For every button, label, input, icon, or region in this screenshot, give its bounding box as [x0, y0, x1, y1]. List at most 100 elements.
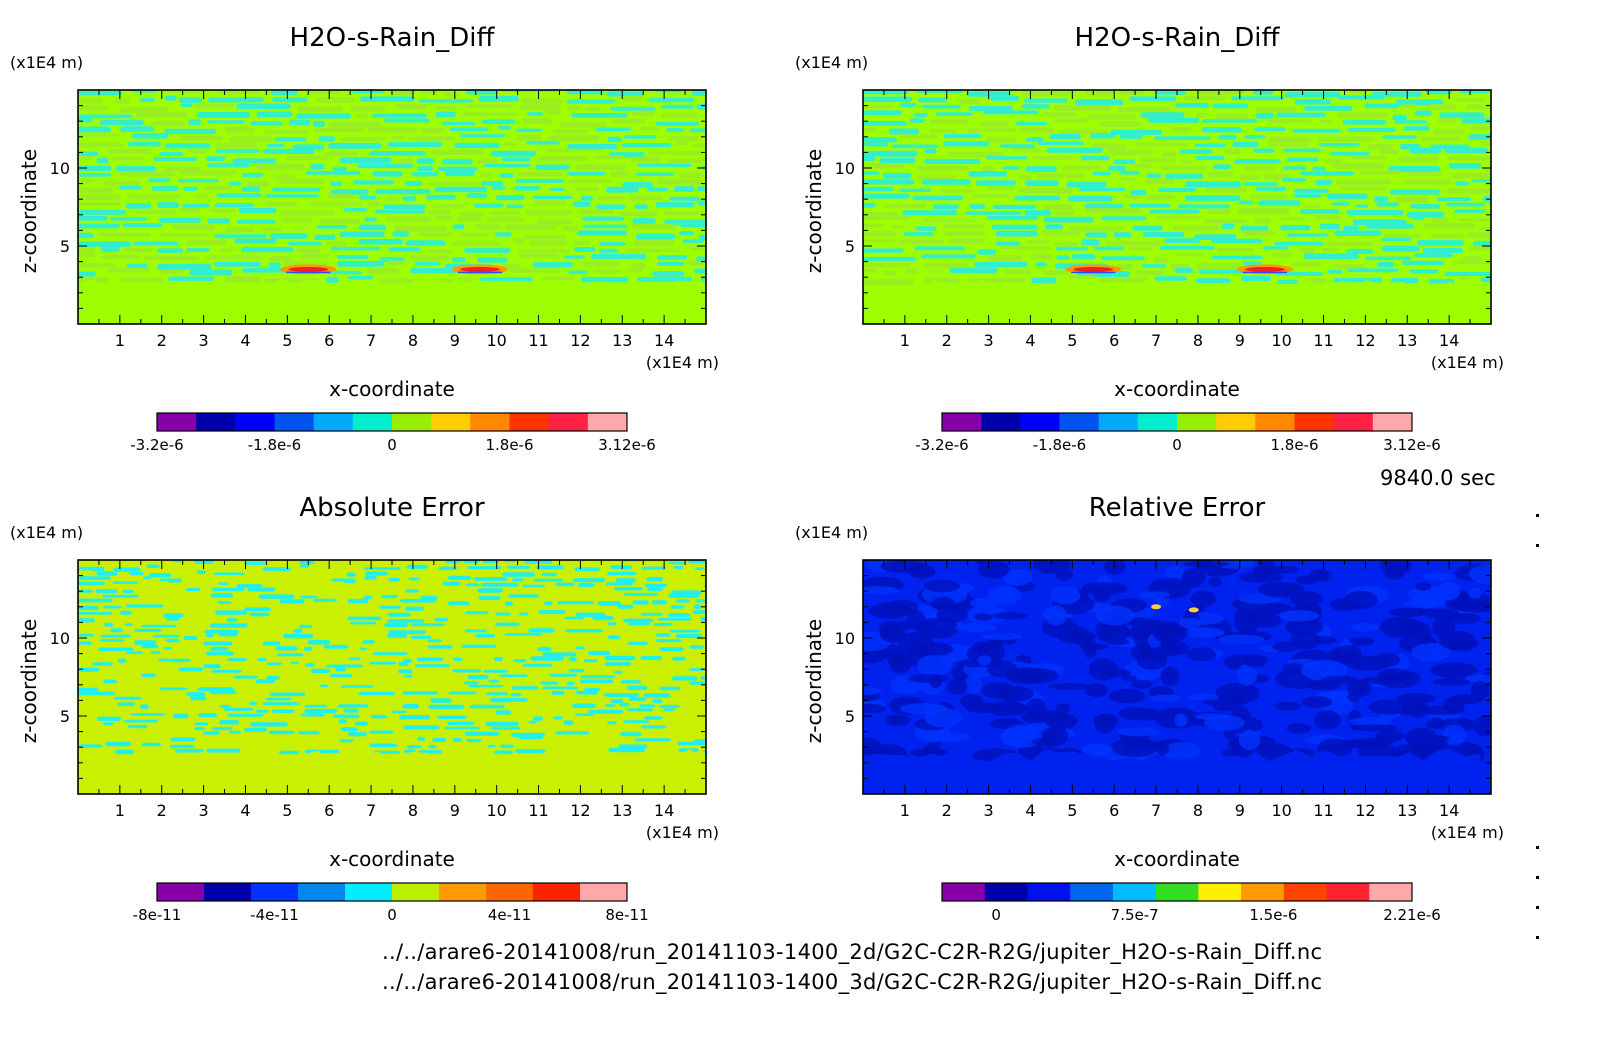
colorbar-swatch [1369, 883, 1413, 901]
contour-stripe [1422, 247, 1463, 253]
contour-stripe [217, 90, 260, 94]
contour-stripe [863, 104, 894, 109]
contour-stripe [434, 618, 449, 622]
contour-stripe [1282, 178, 1307, 182]
contour-stripe [106, 685, 130, 690]
contour-stripe [1066, 181, 1107, 188]
contour-stripe [1327, 270, 1343, 274]
contour-stripe [535, 565, 564, 570]
contour-blob [1295, 575, 1318, 585]
contour-stripe [202, 185, 232, 190]
contour-stripe [687, 260, 705, 266]
contour-stripe [1321, 247, 1340, 253]
contour-stripe [487, 617, 500, 621]
contour-stripe [1255, 186, 1287, 192]
contour-stripe [370, 714, 387, 719]
contour-stripe [1425, 90, 1453, 95]
contour-stripe [588, 650, 611, 656]
contour-stripe [435, 635, 473, 639]
y-tick-label: 10 [50, 629, 70, 648]
contour-blob [1376, 652, 1401, 667]
contour-stripe [1371, 91, 1422, 97]
contour-stripe [1254, 107, 1297, 113]
contour-blob [986, 660, 1018, 678]
x-tick-label: 6 [1109, 331, 1119, 350]
contour-stripe [477, 588, 503, 593]
contour-stripe [528, 628, 555, 633]
contour-stripe [349, 657, 361, 661]
contour-stripe [241, 186, 261, 192]
contour-stripe [383, 204, 426, 209]
contour-stripe [913, 113, 928, 118]
contour-stripe [328, 121, 382, 128]
contour-blob [1127, 627, 1149, 640]
contour-stripe [410, 635, 432, 639]
contour-stripe [588, 709, 624, 714]
contour-stripe [1164, 173, 1204, 179]
contour-stripe [214, 261, 262, 267]
contour-stripe [660, 113, 699, 118]
contour-stripe [474, 605, 500, 609]
contour-stripe [501, 646, 513, 650]
contour-stripe [967, 127, 981, 134]
contour-stripe [924, 158, 981, 164]
contour-stripe [159, 151, 184, 156]
contour-stripe [606, 91, 644, 97]
contour-stripe [1080, 155, 1110, 161]
contour-stripe [558, 644, 569, 650]
contour-stripe [328, 142, 382, 149]
contour-stripe [863, 163, 906, 169]
contour-blob [1161, 641, 1189, 656]
contour-stripe [280, 218, 314, 223]
contour-stripe [604, 693, 640, 698]
contour-stripe [339, 231, 385, 237]
contour-stripe [1024, 180, 1059, 186]
contour-stripe [197, 675, 222, 679]
contour-stripe [525, 140, 560, 145]
contour-stripe [322, 727, 336, 731]
contour-stripe [78, 173, 112, 177]
contour-stripe [141, 624, 177, 628]
contour-stripe [1195, 155, 1225, 161]
contour-stripe [358, 224, 387, 231]
contour-stripe [1242, 230, 1275, 236]
contour-stripe [1161, 151, 1178, 157]
contour-stripe [1101, 216, 1147, 221]
contour-stripe [909, 118, 925, 123]
x-tick-label: 4 [240, 331, 250, 350]
contour-stripe [276, 737, 314, 742]
contour-stripe [1042, 270, 1070, 276]
contour-stripe [304, 708, 338, 714]
contour-stripe [977, 249, 997, 255]
contour-stripe [1055, 246, 1089, 251]
contour-stripe [312, 627, 340, 632]
contour-stripe [1090, 133, 1116, 139]
colorbar-swatch [470, 413, 510, 431]
contour-stripe [209, 690, 237, 695]
contour-blob [1183, 561, 1230, 568]
contour-blob [1257, 581, 1305, 598]
contour-stripe [917, 97, 947, 103]
contour-stripe [487, 744, 496, 748]
contour-stripe [78, 91, 123, 96]
contour-stripe [134, 657, 155, 662]
contour-stripe [119, 172, 176, 177]
contour-stripe [477, 257, 508, 263]
contour-stripe [863, 238, 895, 242]
contour-stripe [353, 180, 395, 185]
contour-stripe [330, 181, 343, 187]
contour-stripe [705, 196, 706, 199]
contour-stripe [654, 721, 666, 725]
contour-stripe [185, 248, 211, 252]
contour-stripe [359, 561, 391, 566]
contour-stripe [655, 202, 695, 208]
contour-stripe [863, 127, 877, 132]
colorbar-swatch [251, 883, 299, 901]
contour-stripe [562, 561, 582, 565]
contour-stripe [629, 634, 649, 639]
contour-blob [1379, 616, 1422, 638]
x-tick-label: 12 [1355, 801, 1375, 820]
contour-stripe [354, 721, 368, 726]
contour-stripe [559, 724, 582, 728]
contour-stripe [677, 724, 706, 728]
